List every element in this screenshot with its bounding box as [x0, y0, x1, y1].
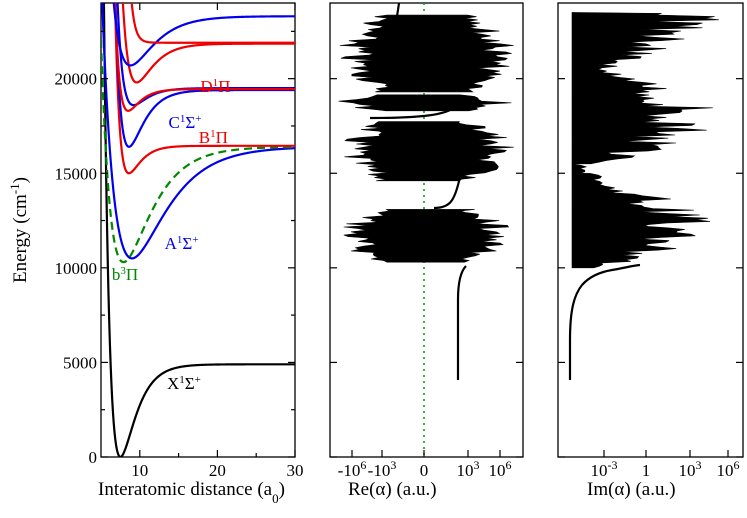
state-label-2: b3Π — [112, 265, 138, 284]
panel1-ticks: 0 5000 10000 15000 20000 10 20 30 — [55, 3, 304, 480]
real-alpha-curve — [338, 2, 514, 457]
curve-9 — [130, 3, 295, 44]
panel3-frame — [557, 2, 744, 458]
curve-2 — [101, 40, 295, 264]
state-label-5: D1Π — [200, 77, 230, 96]
ytick-label: 5000 — [63, 353, 97, 372]
panel-imag-polarizability: 10-3 1 103 106 Im(α) (a.u.) — [557, 2, 744, 500]
xtick-label: 20 — [209, 461, 226, 480]
xtick-label: 103 — [679, 458, 702, 480]
xtick-label: 10 — [131, 461, 148, 480]
xtick-label: 106 — [717, 458, 740, 480]
xtick-label: 106 — [489, 458, 512, 480]
panel1-frame — [100, 2, 296, 458]
ytick-label: 0 — [89, 448, 98, 467]
state-label-3: B1Π — [199, 128, 228, 147]
panel2-xlabel: Re(α) (a.u.) — [348, 479, 437, 500]
im-noise-band-0 — [571, 172, 711, 269]
curve-0 — [102, 3, 295, 457]
xtick-label: 30 — [287, 461, 304, 480]
state-label-4: C1Σ+ — [169, 113, 202, 132]
im-noise-band-1 — [571, 163, 588, 174]
xtick-label: 10-3 — [591, 458, 618, 480]
xtick-label: -106 — [338, 458, 367, 480]
re-noise-band-2 — [338, 94, 512, 112]
im-noise-band-2 — [571, 12, 719, 165]
panel2-ticks: -106 -103 0 103 106 — [330, 78, 523, 480]
ytick-label: 15000 — [55, 164, 98, 183]
re-alpha-curve — [369, 2, 477, 380]
ytick-label: 20000 — [55, 70, 98, 89]
potential-curves — [101, 3, 295, 457]
xtick-label: -103 — [368, 458, 397, 480]
curve-8 — [112, 3, 295, 67]
xtick-label: 0 — [420, 461, 429, 480]
curve-1 — [101, 3, 295, 260]
re-noise-band-3 — [339, 14, 514, 93]
re-noise-band-1 — [344, 121, 514, 182]
panel3-xlabel: Im(α) (a.u.) — [587, 479, 676, 500]
xtick-label: 1 — [642, 461, 651, 480]
curve-7 — [121, 3, 295, 84]
panel2-frame — [329, 2, 524, 458]
panel-real-polarizability: -106 -103 0 103 106 Re(α) (a.u.) — [329, 2, 524, 500]
panel1-ylabel: Energy (cm-1) — [7, 177, 32, 283]
state-label-1: A1Σ+ — [165, 234, 199, 253]
curve-3 — [113, 3, 295, 175]
panel3-ticks: 10-3 1 103 106 — [558, 78, 743, 480]
imag-alpha-curve — [568, 12, 719, 380]
panel1-xlabel: Interatomic distance (a0) — [98, 479, 285, 506]
curve-6 — [114, 3, 295, 112]
ytick-label: 10000 — [55, 259, 98, 278]
xtick-label: 103 — [457, 458, 480, 480]
im-alpha-curve — [568, 263, 641, 380]
re-noise-band-0 — [343, 209, 510, 263]
state-label-0: X1Σ+ — [167, 374, 201, 393]
